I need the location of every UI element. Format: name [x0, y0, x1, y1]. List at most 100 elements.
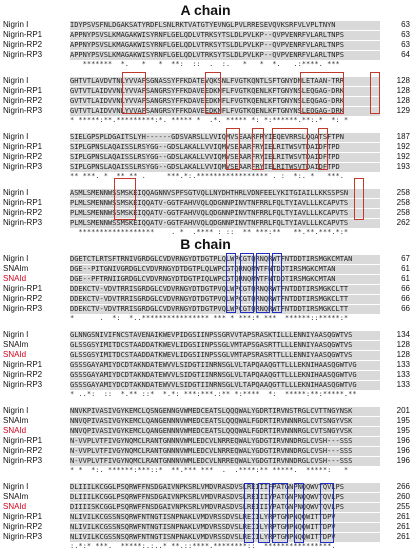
residue-count: 262 — [396, 218, 410, 227]
residue-count: 258 — [396, 188, 410, 197]
residue-count: 187 — [396, 132, 410, 141]
alignment-row-shading — [70, 143, 380, 152]
sequence-residues: PLMLSMENNWSSMSKEIQQATV-GGTFAHVVQLQDGNNPI… — [70, 209, 349, 217]
sequence-label: Nigrin-RP3 — [3, 380, 43, 389]
sequence-residues: GSSSGAYAMIYDCDTAKNDATEWVVLSIDGTIINRNSGLV… — [70, 361, 357, 369]
sequence-label: Nigrin-RP3 — [3, 304, 43, 313]
consensus-line: :.*:* ***. *****:.:..* **.::****.*******… — [70, 542, 344, 550]
sequence-residues: APPNYPSVSLKMAGAKWISYRNFLGELQDLVTRKSYTSLD… — [70, 31, 344, 39]
residue-count: 258 — [396, 208, 410, 217]
consensus-line: ****************** . * .**** : :: ** ***… — [70, 228, 349, 236]
sequence-label: Nigrin I — [3, 330, 29, 339]
sequence-residues: GSSSGAYAMIYDCDTAKNDATEWVVLSIDGTIINRNSGLV… — [70, 371, 357, 379]
sequence-residues: SIPLGPNSLAQAISSLRSYGG--GDSLAKALLVVIQMVSE… — [70, 153, 340, 161]
sequence-label: Nigrin-RP2 — [3, 446, 43, 455]
residue-count: 63 — [401, 40, 410, 49]
residue-count: 63 — [401, 30, 410, 39]
sequence-residues: N-VVPLVTFIVGYNQMCLRANTGNNNVWMLEDCVLNRREQ… — [70, 447, 353, 455]
sequence-label: Nigrin-RP2 — [3, 152, 43, 161]
alignment-row-shading — [70, 407, 380, 416]
alignment-row-shading — [70, 51, 380, 60]
sequence-label: Nigrin I — [3, 20, 29, 29]
residue-count: 133 — [396, 360, 410, 369]
sequence-residues: GHTVTLAVDVTNLYVVAFSGNASSYFFKDATEVQKSNLFV… — [70, 77, 344, 85]
alignment-row-shading — [70, 209, 380, 218]
residue-count: 261 — [396, 522, 410, 531]
residue-count: 261 — [396, 512, 410, 521]
alignment-row-shading — [70, 189, 380, 198]
sequence-label: Nigrin-RP1 — [3, 360, 43, 369]
sequence-residues: APPNYPSVSLKMAGAKWISYRNFLGELQDLVTRKSYTSLD… — [70, 41, 344, 49]
alignment-row-shading — [70, 41, 380, 50]
residue-count: 61 — [401, 264, 410, 273]
sequence-residues: DDEKCTV-VDVTRRISGRDGLCVDVRNGYDTDGTPVQLWP… — [70, 295, 349, 303]
residue-count: 128 — [396, 86, 410, 95]
sequence-label: SNAIm — [3, 416, 29, 425]
sequence-label: Nigrin-RP1 — [3, 436, 43, 445]
alignment-row-shading — [70, 133, 380, 142]
sequence-label: Nigrin I — [3, 188, 29, 197]
residue-count: 128 — [396, 96, 410, 105]
sequence-label: Nigrin-RP1 — [3, 142, 43, 151]
sequence-residues: NLIVILKCGSSNSQRWFNTNGTISNPNAKLVMDVRSSDVS… — [70, 513, 336, 521]
alignment-row-shading — [70, 77, 380, 86]
sequence-label: Nigrin I — [3, 132, 29, 141]
sequence-residues: SIPLGPNSLAQAISSLRSYGG--GDSLAKALLVVIQMVSE… — [70, 163, 340, 171]
sequence-label: SNAIm — [3, 340, 29, 349]
sequence-label: Nigrin-RP2 — [3, 208, 43, 217]
a-chain-title: A chain — [180, 2, 231, 18]
alignment-row-shading — [70, 87, 380, 96]
sequence-residues: SIPLGPNSLAQAISSLRSYGG--GDSLAKALLVVIQMVSE… — [70, 143, 340, 151]
alignment-row-shading — [70, 417, 380, 426]
sequence-label: SNAId — [3, 350, 27, 359]
sequence-residues: NNVKPIVASIVGYKEMCLQSNGENNGVWMEDCEATSLQQQ… — [70, 407, 353, 415]
residue-count: 66 — [401, 304, 410, 313]
alignment-row-shading — [70, 305, 380, 314]
sequence-label: Nigrin-RP1 — [3, 30, 43, 39]
sequence-residues: NLIVILKCGSSNSQRWFNTNGTISNPNAKLVMDVRSSDVS… — [70, 533, 336, 541]
residue-count: 196 — [396, 456, 410, 465]
alignment-row-shading — [70, 295, 380, 304]
alignment-row-shading — [70, 437, 380, 446]
alignment-row-shading — [70, 199, 380, 208]
sequence-label: Nigrin-RP1 — [3, 198, 43, 207]
sequence-residues: SIELGPSPLDGAITSLYH------GDSVARSLLVVIQMVS… — [70, 133, 344, 141]
sequence-label: Nigrin I — [3, 482, 29, 491]
residue-count: 67 — [401, 254, 410, 263]
alignment-row-shading — [70, 285, 380, 294]
alignment-row-shading — [70, 31, 380, 40]
sequence-label: Nigrin-RP2 — [3, 294, 43, 303]
consensus-line: * . *: *..**************** *** * ***:* *… — [70, 314, 349, 322]
alignment-row-shading — [70, 523, 380, 532]
residue-count: 66 — [401, 284, 410, 293]
sequence-residues: PLMLSMENNWSSMSKEIQQATV-GGTFAHVVQLQDGNNPI… — [70, 219, 349, 227]
residue-count: 258 — [396, 198, 410, 207]
sequence-residues: N-VVPLVTFIVGYNQMCLRANTGNNNVWMLEDCVLNRREQ… — [70, 437, 353, 445]
residue-count: 128 — [396, 76, 410, 85]
sequence-label: Nigrin-RP1 — [3, 512, 43, 521]
residue-count: 196 — [396, 446, 410, 455]
residue-count: 63 — [401, 20, 410, 29]
alignment-row-shading — [70, 427, 380, 436]
sequence-label: SNAIm — [3, 492, 29, 501]
alignment-row-shading — [70, 341, 380, 350]
sequence-residues: NLIVILKCGSSNSQRWFNTNGTISNPNAKLVMDVRSSDVS… — [70, 523, 336, 531]
consensus-line: * *****:**.*********:*. ***** * .*. ****… — [70, 116, 349, 124]
residue-count: 260 — [396, 492, 410, 501]
sequence-label: Nigrin-RP3 — [3, 50, 43, 59]
alignment-row-shading — [70, 503, 380, 512]
alignment-row-shading — [70, 351, 380, 360]
sequence-label: Nigrin-RP2 — [3, 96, 43, 105]
consensus-line: * * *:. ******:***::* **.*** *** . .****… — [70, 466, 349, 474]
sequence-label: Nigrin-RP3 — [3, 106, 43, 115]
sequence-label: Nigrin-RP3 — [3, 162, 43, 171]
alignment-row-shading — [70, 381, 380, 390]
sequence-residues: GVTVTLAIDVVNLYVVAFSANGRSYFFKDAVEEDKNFLFV… — [70, 87, 344, 95]
sequence-label: Nigrin-RP1 — [3, 284, 43, 293]
sequence-residues: DLIIILKCGGLPSQRWFFNSDGAIVNPKSRLVMDVRASDV… — [70, 493, 344, 501]
sequence-residues: GLSSGSYIMITDCSTAADDATKWEVLIDGSIINPSSGLVM… — [70, 341, 353, 349]
sequence-residues: GLSSGSYIMITDCSTAADDATKWEVLIDGSIINPSSGLVM… — [70, 351, 353, 359]
sequence-residues: IDYPSVSFNLDGAKSATYRDFLSNLRKTVATGTYEVNGLP… — [70, 21, 336, 29]
alignment-row-shading — [70, 21, 380, 30]
